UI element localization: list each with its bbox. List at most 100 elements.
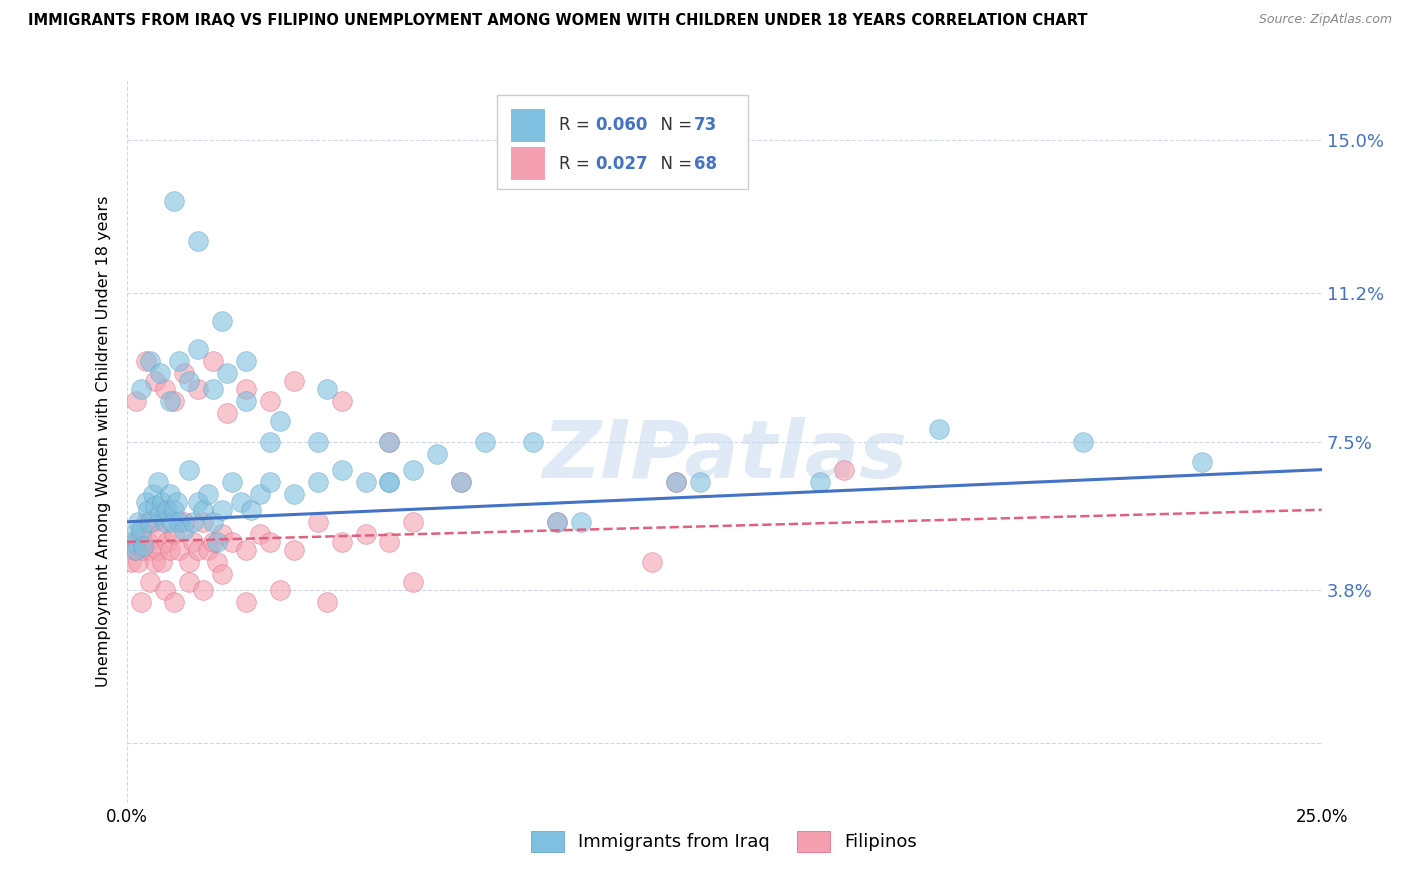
Point — [173, 367, 195, 381]
Text: 0.027: 0.027 — [595, 154, 648, 173]
Point — [120, 535, 142, 549]
Point — [474, 434, 496, 449]
Point — [522, 434, 544, 449]
Point — [426, 446, 449, 460]
Point — [378, 434, 401, 449]
Text: 0.060: 0.060 — [595, 117, 647, 135]
Point — [149, 526, 172, 541]
Point — [197, 487, 219, 501]
Point — [159, 487, 181, 501]
Point — [378, 535, 401, 549]
Point — [173, 523, 195, 537]
Point — [129, 523, 152, 537]
Point — [221, 475, 243, 489]
Point — [149, 367, 172, 381]
Point — [235, 382, 257, 396]
Point — [259, 394, 281, 409]
Point — [125, 394, 148, 409]
Point — [156, 503, 179, 517]
Point — [546, 515, 568, 529]
Text: Source: ZipAtlas.com: Source: ZipAtlas.com — [1258, 13, 1392, 27]
Point — [211, 567, 233, 582]
Point — [135, 354, 157, 368]
Point — [316, 595, 339, 609]
Point — [665, 475, 688, 489]
Point — [201, 354, 224, 368]
Point — [183, 535, 205, 549]
Point — [177, 555, 200, 569]
Point — [177, 462, 200, 476]
Point — [546, 515, 568, 529]
Point — [211, 526, 233, 541]
Point — [249, 487, 271, 501]
Point — [239, 503, 262, 517]
Point — [177, 375, 200, 389]
Point — [307, 434, 329, 449]
Point — [215, 367, 238, 381]
Point — [665, 475, 688, 489]
Point — [283, 542, 305, 557]
Point — [450, 475, 472, 489]
Point — [283, 375, 305, 389]
Point — [330, 462, 353, 476]
Point — [150, 555, 174, 569]
Point — [641, 555, 664, 569]
Point — [153, 503, 176, 517]
Point — [197, 542, 219, 557]
Point — [143, 375, 166, 389]
Point — [249, 526, 271, 541]
Point — [150, 494, 174, 508]
Point — [122, 542, 145, 557]
Point — [177, 575, 200, 590]
Point — [187, 343, 209, 357]
Point — [207, 555, 229, 569]
Point — [120, 555, 142, 569]
Point — [149, 507, 172, 521]
Point — [191, 515, 214, 529]
Text: R =: R = — [560, 154, 595, 173]
Point — [402, 462, 425, 476]
Point — [187, 382, 209, 396]
Text: N =: N = — [650, 117, 697, 135]
Text: 68: 68 — [695, 154, 717, 173]
Point — [354, 475, 377, 489]
Point — [307, 515, 329, 529]
Point — [316, 382, 339, 396]
Point — [163, 595, 186, 609]
FancyBboxPatch shape — [512, 109, 546, 142]
Point — [201, 515, 224, 529]
Point — [163, 194, 186, 208]
Text: R =: R = — [560, 117, 595, 135]
Point — [135, 515, 157, 529]
Point — [139, 575, 162, 590]
Point — [235, 542, 257, 557]
Point — [689, 475, 711, 489]
Point — [129, 526, 152, 541]
Point — [132, 542, 155, 557]
Point — [187, 234, 209, 248]
Point — [235, 394, 257, 409]
Point — [211, 503, 233, 517]
Point — [143, 499, 166, 513]
Point — [125, 535, 148, 549]
FancyBboxPatch shape — [512, 147, 546, 180]
Point — [139, 542, 162, 557]
Point — [378, 475, 401, 489]
Point — [167, 515, 190, 529]
Point — [201, 382, 224, 396]
Point — [143, 555, 166, 569]
Point — [142, 515, 165, 529]
Point — [166, 494, 188, 508]
Point — [235, 595, 257, 609]
Point — [183, 515, 205, 529]
Point — [156, 535, 179, 549]
Point — [928, 423, 950, 437]
Point — [235, 354, 257, 368]
Point — [201, 535, 224, 549]
Text: IMMIGRANTS FROM IRAQ VS FILIPINO UNEMPLOYMENT AMONG WOMEN WITH CHILDREN UNDER 18: IMMIGRANTS FROM IRAQ VS FILIPINO UNEMPLO… — [28, 13, 1088, 29]
Point — [191, 503, 214, 517]
Point — [146, 542, 169, 557]
Point — [354, 526, 377, 541]
Point — [125, 542, 148, 557]
Point — [146, 475, 169, 489]
